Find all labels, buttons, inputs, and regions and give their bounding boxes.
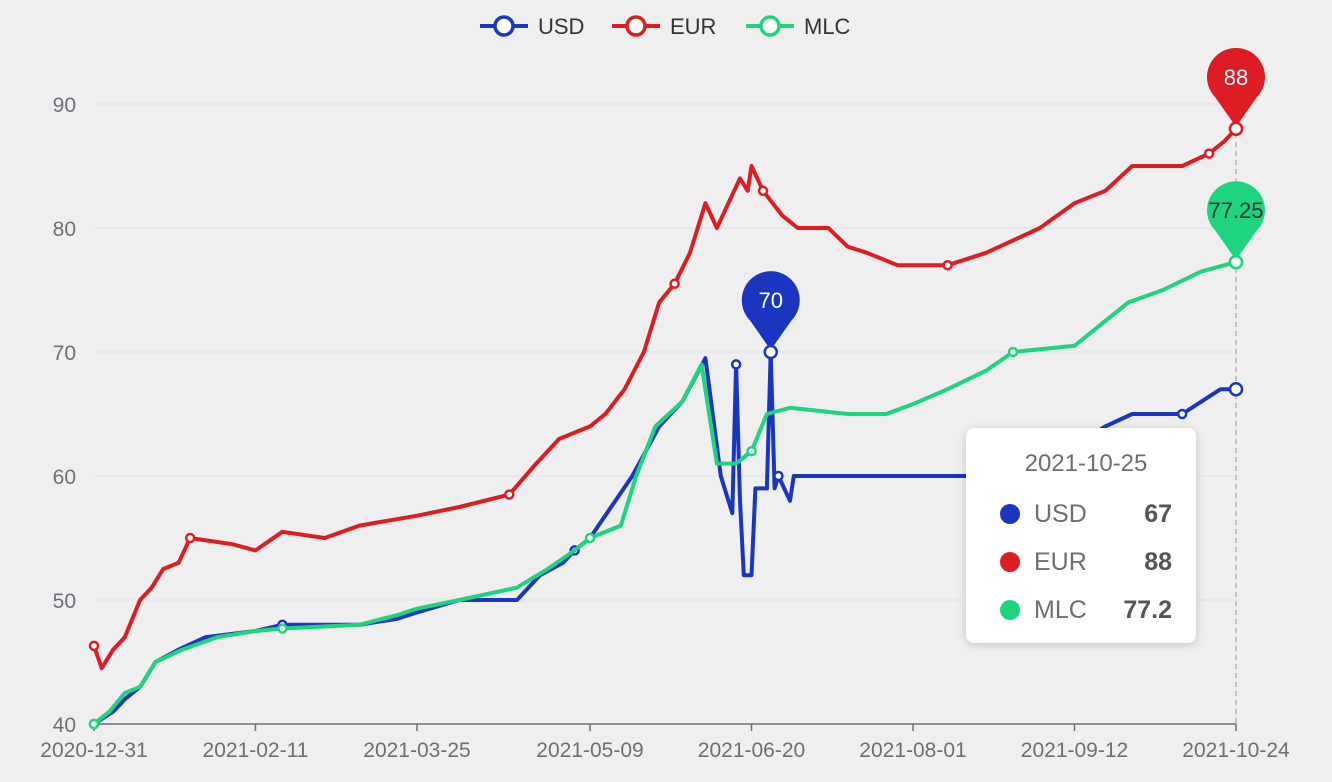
x-tick-label: 2021-02-11: [203, 739, 309, 762]
tooltip-series-name: EUR: [1034, 547, 1087, 576]
tooltip-series-name: USD: [1034, 499, 1087, 528]
y-tick-label: 50: [53, 590, 76, 613]
data-point[interactable]: [584, 532, 596, 544]
series-line-eur[interactable]: [92, 126, 1238, 671]
tooltip-series-name: MLC: [1034, 595, 1087, 624]
tooltip: 2021-10-25 USD 67 EUR 88 MLC 77.2: [966, 428, 1196, 643]
legend-label: EUR: [670, 14, 716, 39]
legend-label: USD: [538, 14, 584, 39]
y-tick-label: 80: [53, 218, 76, 241]
legend[interactable]: USD EUR MLC: [480, 14, 851, 39]
marker-label: 77.25: [1208, 198, 1263, 223]
data-point[interactable]: [757, 185, 769, 197]
data-point[interactable]: [504, 489, 515, 500]
tooltip-series-value: 77.2: [1123, 595, 1172, 624]
data-point[interactable]: [88, 640, 100, 652]
tooltip-row-eur: EUR 88: [1000, 538, 1172, 586]
x-tick-label: 2021-10-24: [1182, 739, 1290, 762]
data-point[interactable]: [1007, 346, 1019, 358]
pin-icon: [741, 271, 800, 350]
data-point[interactable]: [746, 445, 757, 457]
legend-item-mlc[interactable]: MLC: [746, 14, 851, 39]
legend-circle-icon: [493, 15, 515, 37]
marker-point: [1228, 121, 1244, 137]
legend-circle-icon: [625, 15, 647, 37]
eur-dot-icon: [1000, 552, 1020, 572]
x-tick-label: 2021-03-25: [363, 739, 470, 762]
data-point[interactable]: [1228, 381, 1244, 397]
legend-label: MLC: [804, 14, 851, 39]
y-tick-label: 60: [53, 466, 76, 489]
tooltip-row-mlc: MLC 77.2: [1000, 586, 1172, 634]
marker-point: [1228, 254, 1244, 270]
series-line-mlc[interactable]: [92, 260, 1238, 726]
x-tick-label: 2021-05-09: [536, 739, 643, 762]
legend-item-eur[interactable]: EUR: [612, 14, 716, 39]
marker-label: 70: [758, 288, 782, 313]
marker-point: [763, 344, 778, 360]
data-point[interactable]: [669, 278, 680, 290]
data-point[interactable]: [730, 359, 742, 370]
data-point[interactable]: [942, 259, 953, 271]
tooltip-series-value: 88: [1144, 547, 1172, 576]
y-tick-label: 40: [53, 714, 76, 737]
pin-icon: [1207, 181, 1265, 261]
tooltip-series-value: 67: [1144, 499, 1172, 528]
tooltip-title: 2021-10-25: [1024, 450, 1148, 477]
marker-label: 88: [1224, 65, 1248, 90]
legend-circle-icon: [759, 15, 781, 37]
usd-dot-icon: [1000, 504, 1020, 524]
pin-icon: [1207, 47, 1265, 127]
x-tick-label: 2021-09-12: [1021, 739, 1128, 762]
legend-item-usd[interactable]: USD: [480, 14, 584, 39]
data-point[interactable]: [1176, 408, 1188, 420]
tooltip-row-usd: USD 67: [1000, 490, 1172, 538]
data-point[interactable]: [277, 623, 288, 634]
axes: 40 50 60 70 80 90 2020-12-31 2021-02-11 2021-03-…: [40, 94, 1290, 762]
data-point[interactable]: [184, 532, 196, 544]
x-tick-label: 2021-08-01: [859, 739, 966, 762]
x-tick-label: 2020-12-31: [40, 739, 147, 762]
marker-pin-usd: 70: [741, 271, 800, 360]
x-tick-label: 2021-06-20: [698, 739, 805, 762]
data-point[interactable]: [773, 470, 784, 482]
mlc-dot-icon: [1000, 600, 1020, 620]
data-point[interactable]: [88, 718, 100, 730]
y-tick-label: 90: [53, 94, 76, 117]
marker-pin-mlc: 77.25: [1207, 181, 1265, 270]
marker-pins: 70 88 77.25: [741, 47, 1265, 360]
y-tick-label: 70: [53, 342, 76, 365]
data-point[interactable]: [1203, 148, 1215, 159]
marker-pin-eur: 88: [1207, 47, 1265, 137]
